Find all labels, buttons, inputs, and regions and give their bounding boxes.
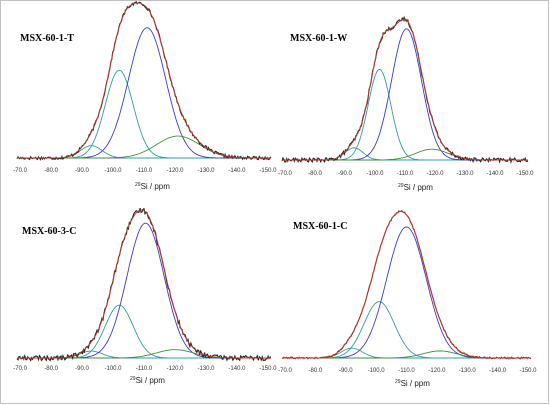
x-tick-label: -140.0 — [489, 368, 507, 374]
x-tick-label: -90.0 — [75, 168, 89, 174]
x-axis-label: 29Si / ppm — [135, 182, 170, 191]
x-tick-label: -70.0 — [13, 168, 27, 174]
x-tick-label: -150.0 — [259, 366, 277, 372]
x-tick-label: -80.0 — [44, 168, 58, 174]
panel-title: MSX-60-3-C — [22, 226, 76, 237]
x-tick-label: -100.0 — [368, 368, 386, 374]
x-tick-label: -150.0 — [516, 171, 534, 177]
x-axis-label-text: Si / ppm — [401, 379, 431, 388]
x-tick-label: -70.0 — [278, 368, 292, 374]
fitted-envelope — [282, 18, 528, 161]
panel-msx-60-1-t: MSX-60-1-T -70.0 -80.0 -90.0 -100.0 -110.0 -1… — [13, 0, 277, 191]
series-group — [281, 210, 532, 360]
x-tick-label: -140.0 — [228, 168, 246, 174]
panel-msx-60-1-c: MSX-60-1-C -70.0 -80.0 -90.0 -100.0 -110.0 -1… — [278, 210, 537, 388]
x-axis-label-superscript: 29 — [398, 183, 404, 189]
x-tick-label: -70.0 — [13, 366, 27, 372]
x-tick-label: -100.0 — [104, 366, 122, 372]
x-tick-label: -80.0 — [308, 171, 322, 177]
x-tick-label: -130.0 — [456, 171, 474, 177]
x-axis-label: 29Si / ppm — [395, 379, 430, 388]
x-tick-label: -100.0 — [104, 168, 122, 174]
panel-title: MSX-60-1-C — [293, 221, 347, 232]
x-tick-label: -110.0 — [136, 168, 153, 174]
x-axis-label: 29Si / ppm — [130, 376, 165, 385]
x-tick-label: -130.0 — [197, 366, 215, 372]
x-axis-label-superscript: 29 — [395, 379, 401, 385]
x-tick-label: -110.0 — [397, 171, 414, 177]
x-tick-label: -130.0 — [197, 168, 215, 174]
x-axis-label-text: Si / ppm — [404, 183, 434, 192]
x-axis: -70.0 -80.0 -90.0 -100.0 -110.0 -120.0 -130.0 -… — [278, 368, 537, 374]
x-axis-label-text: Si / ppm — [136, 376, 166, 385]
panel-title: MSX-60-1-T — [20, 33, 74, 44]
x-tick-label: -90.0 — [339, 368, 353, 374]
panel-msx-60-3-c: MSX-60-3-C -70.0 -80.0 -90.0 -100.0 -110.0 -1… — [13, 207, 277, 385]
x-axis: -70.0 -80.0 -90.0 -100.0 -110.0 -120.0 -130.0 -… — [13, 168, 277, 174]
x-axis-label: 29Si / ppm — [398, 183, 433, 192]
x-tick-label: -120.0 — [426, 171, 444, 177]
x-tick-label: -130.0 — [459, 368, 477, 374]
x-axis: -70.0 -80.0 -90.0 -100.0 -110.0 -120.0 -130.0 -… — [278, 171, 534, 177]
x-axis-label-text: Si / ppm — [141, 182, 171, 191]
panel-msx-60-1-w: MSX-60-1-W -70.0 -80.0 -90.0 -100.0 -110.0 -1… — [278, 15, 534, 192]
series-group — [281, 15, 529, 164]
fitted-envelope — [282, 210, 531, 359]
x-axis-label-superscript: 29 — [130, 376, 136, 382]
fitted-envelope — [17, 2, 271, 159]
fitted-envelope — [17, 209, 271, 359]
x-tick-label: -150.0 — [519, 368, 537, 374]
x-axis-label-superscript: 29 — [135, 182, 141, 188]
x-tick-label: -120.0 — [166, 366, 184, 372]
x-tick-label: -110.0 — [136, 366, 153, 372]
x-tick-label: -100.0 — [366, 171, 384, 177]
series-group — [16, 207, 272, 362]
x-axis: -70.0 -80.0 -90.0 -100.0 -110.0 -120.0 -130.0 -… — [13, 366, 277, 372]
x-tick-label: -90.0 — [75, 366, 89, 372]
x-tick-label: -120.0 — [428, 368, 446, 374]
x-tick-label: -80.0 — [309, 368, 323, 374]
x-tick-label: -150.0 — [259, 168, 277, 174]
x-tick-label: -90.0 — [338, 171, 352, 177]
x-tick-label: -80.0 — [44, 366, 58, 372]
x-tick-label: -140.0 — [486, 171, 504, 177]
x-tick-label: -70.0 — [278, 171, 292, 177]
x-tick-label: -140.0 — [228, 366, 246, 372]
series-group — [16, 0, 272, 161]
panel-title: MSX-60-1-W — [290, 33, 347, 44]
x-tick-label: -110.0 — [398, 368, 415, 374]
x-tick-label: -120.0 — [166, 168, 184, 174]
